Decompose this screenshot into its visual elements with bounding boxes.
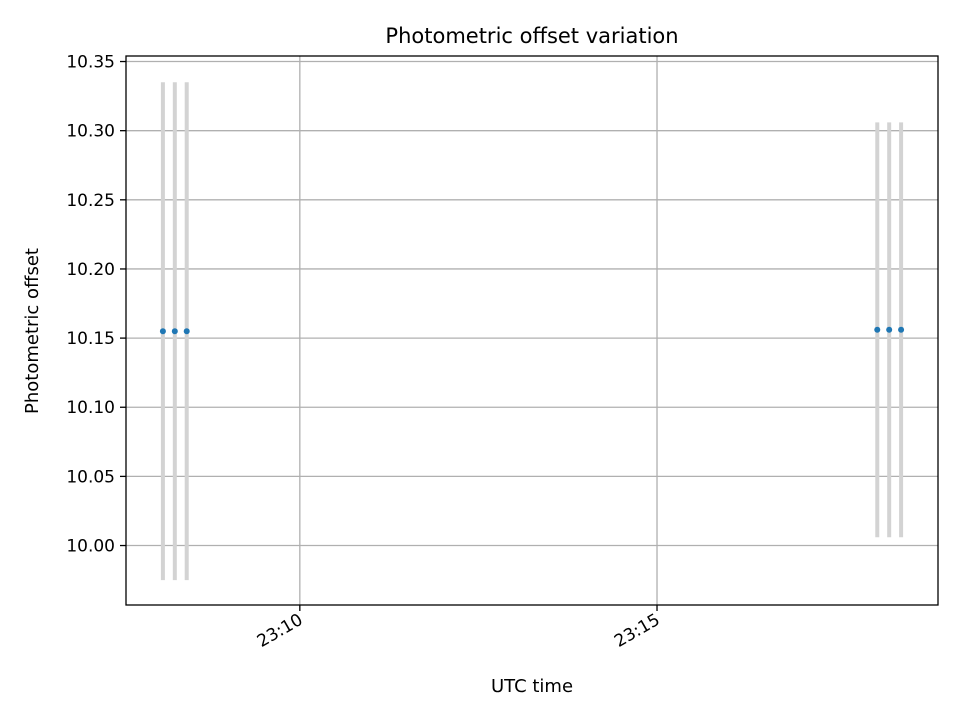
x-axis-title: UTC time	[491, 676, 573, 697]
data-point	[159, 328, 166, 335]
data-point	[183, 328, 190, 335]
y-tick-label: 10.15	[66, 329, 115, 349]
data-point	[886, 326, 893, 333]
chart-title: Photometric offset variation	[385, 24, 678, 48]
data-point	[874, 326, 881, 333]
data-points	[159, 326, 905, 335]
y-tick-label: 10.35	[66, 53, 115, 73]
data-point	[171, 328, 178, 335]
grid-lines	[126, 56, 938, 605]
axis-ticks: 10.00 10.05 10.10 10.15 10.20 10.25 10.30 10.35…	[66, 53, 663, 652]
plot-frame	[125, 55, 939, 606]
y-tick-label: 10.25	[66, 191, 115, 211]
y-tick-label: 10.30	[66, 122, 115, 142]
data-point	[898, 326, 905, 333]
y-tick-label: 10.05	[66, 467, 115, 487]
y-axis-title: Photometric offset	[22, 248, 43, 414]
y-tick-label: 10.00	[66, 537, 115, 557]
y-tick-label: 10.20	[66, 260, 115, 280]
y-tick-label: 10.10	[66, 398, 115, 418]
